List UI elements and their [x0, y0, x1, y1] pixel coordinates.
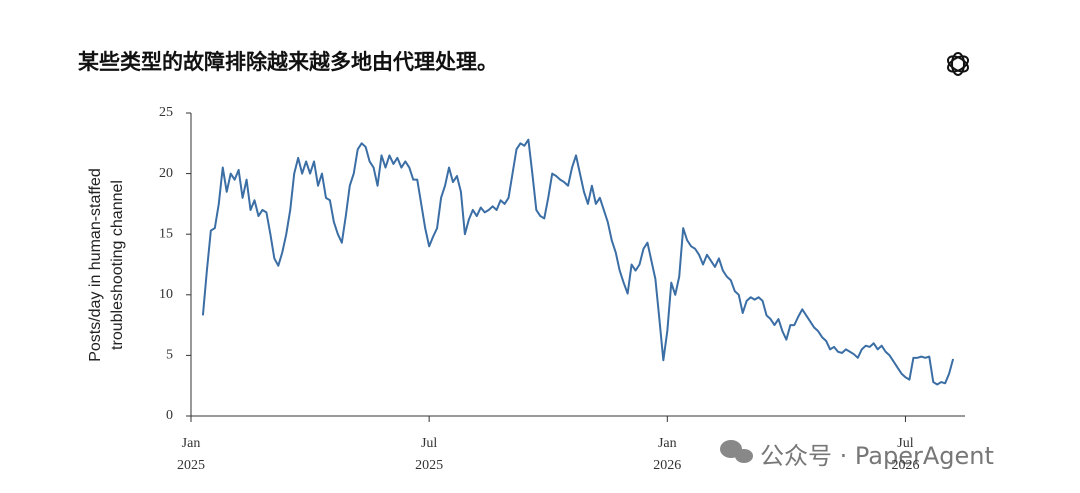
y-tick-label: 20	[159, 166, 173, 181]
watermark-icon	[720, 440, 753, 463]
watermark: 公众号 · PaperAgent	[760, 442, 994, 470]
x-tick-label: Jul 2026	[891, 436, 920, 473]
y-tick-label: 10	[159, 287, 173, 302]
x-tick-label: Jul 2025	[415, 436, 444, 473]
y-tick-label: 15	[159, 226, 173, 241]
x-tick-label: Jan 2025	[177, 436, 205, 473]
line	[201, 138, 955, 386]
logo	[947, 52, 969, 76]
y-tick-label: 5	[166, 348, 173, 363]
chart-title: 某些类型的故障排除越来越多地由代理处理。	[78, 50, 498, 74]
y-tick-label: 0	[166, 408, 173, 423]
y-tick-label: 25	[159, 105, 173, 120]
y-axis-label: troubleshooting channel	[109, 180, 126, 350]
y-axis-label: Posts/day in human-staffed	[87, 168, 104, 362]
x-tick-label: Jan 2026	[653, 436, 682, 473]
